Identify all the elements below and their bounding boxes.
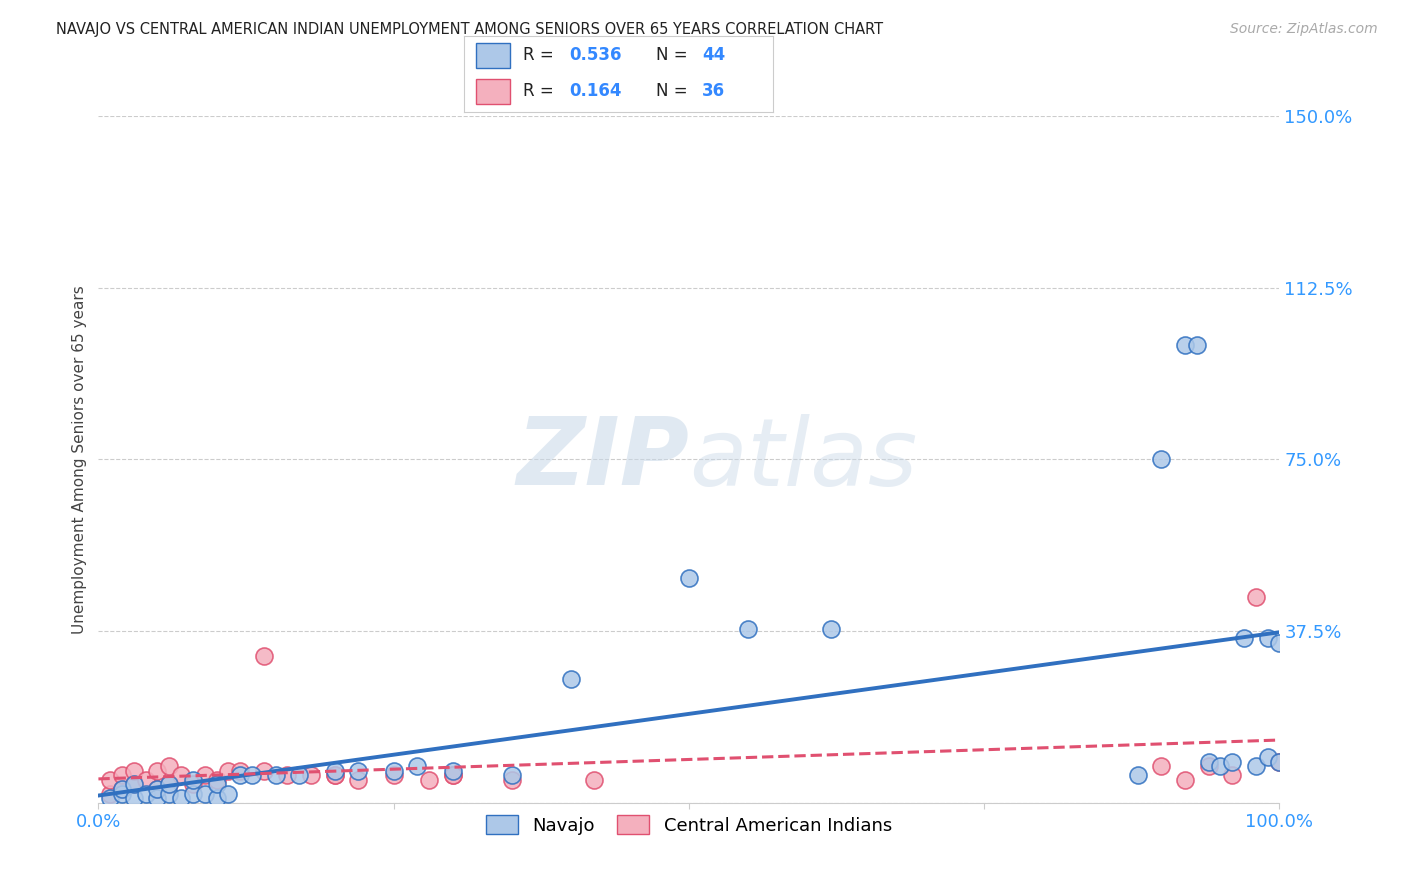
Point (1220, 768, 1243, 782)
Point (146, 764, 169, 778)
Point (299, 768, 322, 782)
Text: 44: 44 (702, 46, 725, 64)
Point (194, 768, 217, 782)
Point (122, 777, 145, 791)
Point (229, 768, 252, 782)
Text: 36: 36 (702, 82, 725, 101)
Point (441, 764, 464, 778)
Point (501, 772, 523, 787)
Point (1257, 631, 1279, 645)
Point (146, 782, 169, 797)
Point (1198, 759, 1220, 773)
Point (737, 622, 759, 636)
Point (135, 787, 157, 801)
Point (276, 768, 298, 782)
Point (157, 759, 180, 773)
Point (347, 764, 370, 778)
Point (157, 787, 180, 801)
Point (1174, 338, 1197, 352)
Point (253, 764, 276, 778)
Point (98, 787, 121, 801)
Text: N =: N = (655, 82, 693, 101)
Legend: Navajo, Central American Indians: Navajo, Central American Indians (478, 807, 900, 842)
Point (98, 791, 121, 805)
Point (560, 672, 582, 686)
Point (98, 772, 121, 787)
Point (1244, 590, 1267, 604)
Point (157, 777, 180, 791)
Point (382, 768, 405, 782)
Point (418, 772, 440, 787)
Point (323, 768, 346, 782)
Point (1244, 759, 1267, 773)
Point (1268, 755, 1291, 769)
Bar (477, 43, 510, 68)
Point (406, 759, 429, 773)
Text: R =: R = (523, 46, 558, 64)
Point (111, 782, 134, 797)
Point (1233, 631, 1256, 645)
Point (441, 768, 464, 782)
Point (264, 768, 287, 782)
Point (181, 772, 204, 787)
Point (1209, 759, 1232, 773)
Point (122, 791, 145, 805)
Text: 0.536: 0.536 (569, 46, 621, 64)
Point (217, 764, 239, 778)
Point (1126, 768, 1149, 782)
Point (1150, 759, 1173, 773)
Point (1268, 635, 1291, 649)
Point (170, 791, 193, 805)
Point (170, 768, 193, 782)
Point (347, 772, 370, 787)
Text: Source: ZipAtlas.com: Source: ZipAtlas.com (1230, 22, 1378, 37)
Text: ZIP: ZIP (516, 413, 689, 506)
Point (240, 768, 263, 782)
Point (157, 777, 180, 791)
Point (135, 772, 157, 787)
Point (288, 768, 311, 782)
Y-axis label: Unemployment Among Seniors over 65 years: Unemployment Among Seniors over 65 years (72, 285, 87, 633)
Point (194, 787, 217, 801)
Point (229, 764, 252, 778)
Point (146, 791, 169, 805)
Point (820, 622, 842, 636)
Point (122, 764, 145, 778)
Bar (477, 78, 510, 104)
Point (181, 787, 204, 801)
Text: N =: N = (655, 46, 693, 64)
Point (181, 777, 204, 791)
Point (253, 649, 276, 664)
Point (205, 791, 228, 805)
Point (678, 571, 700, 585)
Point (1257, 750, 1279, 764)
Point (111, 768, 134, 782)
Point (583, 772, 606, 787)
Point (111, 782, 134, 797)
Point (122, 777, 145, 791)
Text: R =: R = (523, 82, 558, 101)
Point (1174, 772, 1197, 787)
Point (111, 787, 134, 801)
Point (1220, 755, 1243, 769)
Point (146, 782, 169, 797)
Point (1198, 755, 1220, 769)
Point (441, 768, 464, 782)
Point (205, 772, 228, 787)
Text: 0.164: 0.164 (569, 82, 621, 101)
Point (1150, 452, 1173, 467)
Point (205, 777, 228, 791)
Point (1185, 338, 1208, 352)
Point (323, 764, 346, 778)
Point (217, 787, 239, 801)
Point (501, 768, 523, 782)
Point (382, 764, 405, 778)
Text: NAVAJO VS CENTRAL AMERICAN INDIAN UNEMPLOYMENT AMONG SENIORS OVER 65 YEARS CORRE: NAVAJO VS CENTRAL AMERICAN INDIAN UNEMPL… (56, 22, 883, 37)
Text: atlas: atlas (689, 414, 917, 505)
Point (323, 768, 346, 782)
Point (1268, 755, 1291, 769)
